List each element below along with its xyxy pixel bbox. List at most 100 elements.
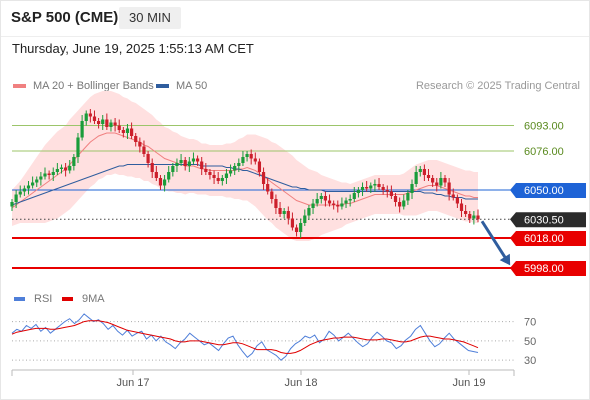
price-levels <box>12 125 514 269</box>
level-label-2: 6050.00 <box>524 185 564 197</box>
candle <box>282 208 286 219</box>
ma50-line <box>11 164 478 206</box>
candle-body <box>319 196 323 199</box>
rsi-ma9-line <box>11 320 479 354</box>
candle-body <box>398 202 402 207</box>
candle <box>270 188 274 204</box>
candle <box>385 185 389 198</box>
candle <box>274 194 278 214</box>
candle-body <box>389 191 393 196</box>
candle-body <box>340 203 344 207</box>
candle-body <box>311 203 315 208</box>
chart-header: S&P 500 (CME) 30 MIN <box>0 0 590 37</box>
x-tick-label-1: Jun 18 <box>284 377 317 389</box>
candle <box>43 167 47 180</box>
candle <box>373 179 377 192</box>
candle <box>393 193 398 207</box>
candle <box>319 193 323 204</box>
candle-body <box>286 211 290 219</box>
level-label-1: 6076.00 <box>524 146 564 158</box>
candle <box>402 194 406 210</box>
rsi-tick-label-2: 30 <box>524 355 536 367</box>
candle-body <box>35 179 39 183</box>
candle <box>101 115 105 130</box>
candle-body <box>327 200 332 204</box>
candle-body <box>356 190 361 193</box>
candle-body <box>138 142 142 147</box>
candle-body <box>261 172 266 184</box>
candle <box>109 119 113 132</box>
candle-body <box>220 178 224 181</box>
candle-body <box>64 167 68 171</box>
candle-body <box>97 121 101 124</box>
price-tags: 6093.00 6076.00 6050.00 6030.50 6018.00 5998.… <box>510 121 586 276</box>
candle <box>14 190 18 208</box>
candle-body <box>195 158 200 162</box>
candle <box>10 199 14 211</box>
candle <box>47 170 51 180</box>
candle-body <box>204 169 208 172</box>
candle-body <box>323 196 328 201</box>
rsi-line <box>11 313 479 361</box>
candle-body <box>385 190 389 192</box>
candle-body <box>348 199 352 201</box>
level-tag-5 <box>516 261 586 276</box>
candle-body <box>51 172 55 175</box>
candle <box>150 158 154 178</box>
candle <box>154 166 158 181</box>
candle <box>195 155 200 166</box>
candle <box>175 158 179 172</box>
candle-body <box>377 184 381 187</box>
candle <box>377 178 381 190</box>
ma20-label: MA 20 + Bollinger Bands <box>33 80 154 92</box>
legend-ma50: MA 50 <box>156 80 207 92</box>
candle <box>315 193 319 207</box>
candle <box>426 169 431 181</box>
candle <box>220 175 224 186</box>
candle-body <box>455 197 459 204</box>
arrow-head <box>499 253 511 266</box>
ma9-label: 9MA <box>82 293 105 305</box>
rsi-tick-label-0: 70 <box>524 317 536 329</box>
candle <box>200 157 204 175</box>
candle-body <box>84 113 88 121</box>
candle-body <box>290 218 295 228</box>
candle-body <box>167 172 171 180</box>
candle-body <box>410 184 414 193</box>
candle <box>340 197 344 210</box>
candle <box>327 194 332 207</box>
candle <box>352 187 356 202</box>
candle <box>92 110 97 124</box>
candle-body <box>191 158 196 162</box>
candle <box>389 185 393 199</box>
candle <box>72 154 76 171</box>
candle <box>158 175 163 190</box>
rsi-swatch <box>14 297 25 301</box>
candle <box>117 119 121 133</box>
candle <box>113 118 117 132</box>
candle-body <box>414 172 418 184</box>
candle-body <box>121 130 125 133</box>
candle <box>257 158 262 177</box>
rsi-label: RSI <box>34 293 53 305</box>
candle <box>216 172 220 184</box>
candle <box>406 190 410 205</box>
candle <box>447 178 451 201</box>
candle <box>22 185 26 196</box>
candle-body <box>278 208 282 214</box>
level-tag-2 <box>516 183 586 198</box>
candle-body <box>92 116 97 121</box>
candle-body <box>393 196 398 202</box>
candle-body <box>257 161 262 172</box>
ma20-line <box>11 132 478 209</box>
timestamp: Thursday, June 19, 2025 1:55:13 AM CET <box>12 41 254 56</box>
candle <box>167 166 171 183</box>
candle-body <box>381 187 385 190</box>
candle <box>455 194 459 208</box>
candle <box>459 199 464 217</box>
candle-body <box>451 194 455 198</box>
candle-body <box>59 167 64 169</box>
timeframe-button[interactable]: 30 MIN <box>119 7 181 29</box>
legend-ma9: 9MA <box>62 293 105 305</box>
